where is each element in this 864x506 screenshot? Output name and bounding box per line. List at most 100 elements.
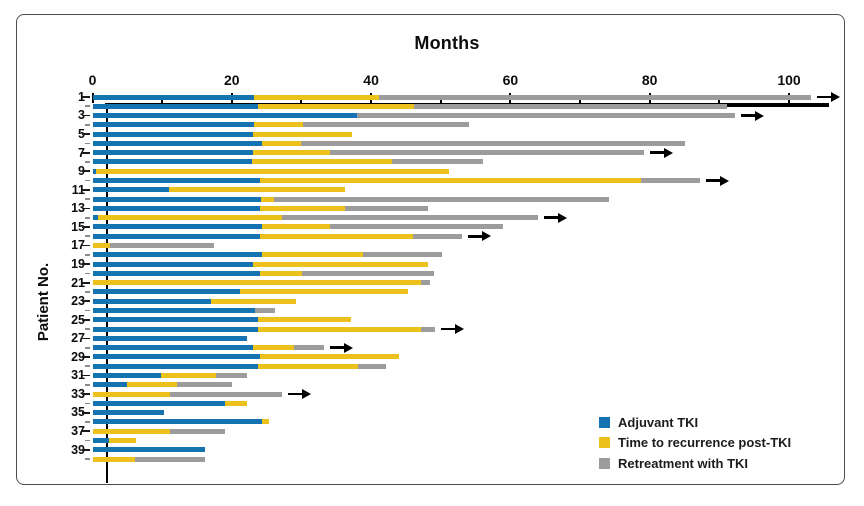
recurrence-segment [254, 122, 303, 128]
y-tick-label: 15 [71, 219, 85, 234]
y-tick-major [81, 319, 90, 321]
recurrence-segment [92, 456, 135, 462]
x-tick-minor [718, 98, 721, 103]
adjuvant-segment [92, 270, 261, 276]
adjuvant-segment [92, 382, 127, 388]
y-tick-minor [85, 254, 90, 256]
arrow-shaft [329, 346, 344, 350]
y-tick-minor [85, 272, 90, 275]
y-tick-major [81, 207, 90, 210]
patient-bar-row [92, 289, 408, 295]
x-tick-label: 60 [502, 72, 519, 88]
recurrence-segment [95, 168, 450, 174]
patient-bar-row [92, 233, 463, 239]
y-tick-major [81, 430, 90, 433]
patient-bar-row [92, 252, 443, 258]
arrow-head [482, 231, 492, 242]
y-tick-label: 31 [71, 368, 85, 383]
adjuvant-segment [92, 373, 162, 379]
y-tick-label: 11 [71, 182, 85, 197]
arrow-head [301, 389, 311, 400]
recurrence-segment [224, 400, 248, 406]
legend-label: Adjuvant TKI [618, 414, 699, 430]
retreatment-segment [363, 252, 443, 258]
recurrence-swatch-icon [599, 437, 610, 449]
x-tick-label: 80 [641, 72, 658, 88]
adjuvant-segment [92, 150, 254, 156]
adjuvant-segment [92, 345, 254, 351]
y-tick-minor [85, 235, 90, 238]
patient-bar-row [92, 280, 430, 286]
y-tick-label: 39 [71, 442, 85, 457]
adjuvant-segment [92, 215, 99, 221]
legend-item-recurrence: Time to recurrence post-TKI [599, 433, 791, 454]
retreatment-segment [357, 363, 386, 369]
y-tick-major [81, 337, 90, 340]
ongoing-arrow-icon [287, 388, 311, 400]
y-tick-major [81, 263, 90, 266]
recurrence-segment [259, 205, 345, 211]
retreatment-segment [293, 345, 324, 351]
x-tick-label: 100 [777, 72, 801, 88]
recurrence-segment [252, 261, 428, 267]
adjuvant-segment [92, 140, 262, 146]
y-tick-major [81, 356, 90, 358]
y-tick-major [81, 374, 90, 377]
patient-bar-row [92, 298, 296, 304]
adjuvant-segment [92, 187, 170, 193]
retreatment-segment [344, 205, 428, 211]
y-tick-minor [85, 105, 90, 108]
recurrence-segment [261, 196, 274, 202]
x-tick-label: 0 [88, 72, 97, 88]
y-tick-minor [85, 161, 90, 163]
retreatment-segment [169, 391, 282, 397]
x-tick-minor [439, 98, 442, 103]
patient-bar-row [92, 382, 232, 388]
y-axis-title: Patient No. [35, 262, 52, 342]
retreatment-segment [641, 178, 700, 184]
y-tick-major [81, 189, 90, 191]
y-tick-minor [85, 309, 90, 312]
y-tick-minor [85, 365, 90, 368]
recurrence-segment [254, 94, 379, 100]
adjuvant-segment [92, 354, 260, 360]
recurrence-segment [261, 140, 302, 146]
adjuvant-segment [92, 103, 259, 109]
patient-bar-row [92, 159, 483, 165]
retreatment-swatch-icon [599, 457, 610, 469]
recurrence-segment [257, 317, 351, 323]
patient-bar-row [92, 224, 503, 230]
patient-bar-row [92, 428, 225, 434]
y-tick-label: 29 [71, 349, 85, 364]
arrow-head [343, 342, 353, 353]
retreatment-segment [378, 94, 812, 100]
x-axis-title: Months [414, 33, 480, 53]
figure-border-box: Months Patient No. 020406080100135791113… [16, 14, 845, 485]
adjuvant-segment [92, 400, 225, 406]
y-tick-label: 33 [71, 386, 85, 401]
adjuvant-segment [92, 224, 262, 230]
patient-bar-row [92, 308, 275, 314]
recurrence-segment [260, 178, 642, 184]
y-tick-major [81, 244, 90, 247]
patient-bar-row [92, 140, 685, 146]
y-tick-label: 1 [55, 91, 85, 104]
legend-item-adjuvant: Adjuvant TKI [599, 412, 791, 433]
ongoing-arrow-icon [705, 175, 729, 187]
y-tick-minor [85, 384, 90, 386]
arrow-shaft [287, 392, 302, 396]
x-tick-minor [579, 98, 582, 103]
patient-bar-row [92, 113, 736, 119]
patient-bar-row [92, 270, 434, 276]
patient-bar-row [92, 178, 700, 184]
arrow-head [557, 212, 567, 223]
patient-bar-row [92, 438, 137, 444]
ongoing-arrow-icon [741, 110, 765, 122]
recurrence-segment [240, 289, 408, 295]
adjuvant-segment [92, 196, 262, 202]
patient-bar-row [92, 363, 386, 369]
retreatment-segment [302, 122, 469, 128]
adjuvant-segment [92, 308, 255, 314]
retreatment-segment [176, 382, 232, 388]
